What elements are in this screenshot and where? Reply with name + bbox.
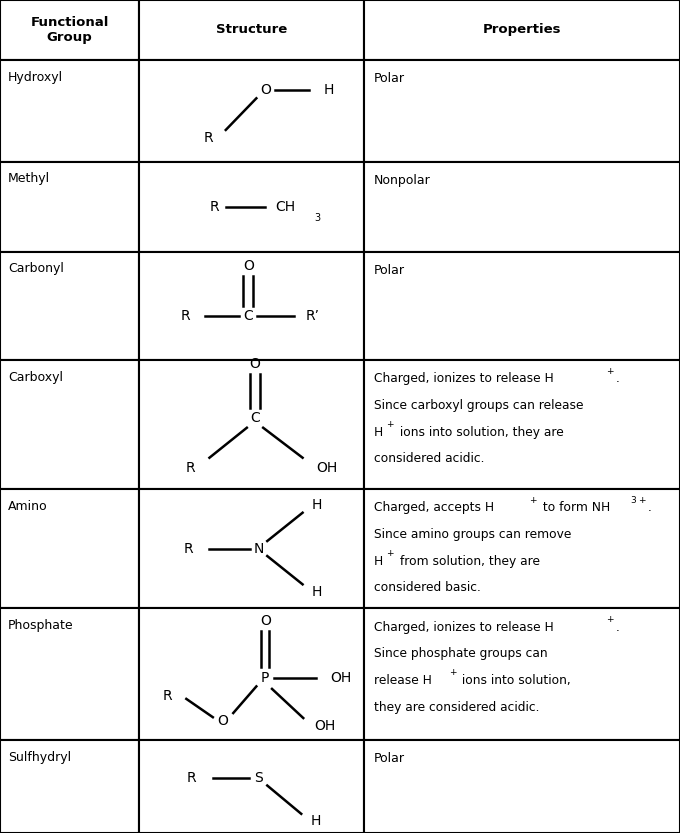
Text: Structure: Structure <box>216 23 287 37</box>
Bar <box>0 489 139 608</box>
Bar <box>139 60 364 162</box>
Text: Charged, ionizes to release H: Charged, ionizes to release H <box>374 372 554 386</box>
Bar <box>139 162 364 252</box>
Bar <box>139 608 364 740</box>
Text: Hydroxyl: Hydroxyl <box>8 71 63 84</box>
Text: they are considered acidic.: they are considered acidic. <box>374 701 539 714</box>
Text: C: C <box>250 411 260 425</box>
Bar <box>364 162 680 252</box>
Text: CH: CH <box>275 200 296 213</box>
Text: +: + <box>386 549 394 558</box>
Bar <box>0 608 139 740</box>
Text: Polar: Polar <box>374 264 405 277</box>
Text: considered acidic.: considered acidic. <box>374 452 484 466</box>
Bar <box>139 489 364 608</box>
Bar <box>364 0 680 60</box>
Text: R: R <box>187 771 197 785</box>
Text: R: R <box>186 461 195 475</box>
Text: H: H <box>311 585 322 599</box>
Bar <box>0 162 139 252</box>
Text: Polar: Polar <box>374 72 405 86</box>
Text: Amino: Amino <box>8 500 48 513</box>
Bar <box>0 60 139 162</box>
Text: O: O <box>250 357 260 371</box>
Text: OH: OH <box>330 671 352 685</box>
Text: H: H <box>311 498 322 512</box>
Bar <box>139 360 364 489</box>
Text: H: H <box>374 555 384 568</box>
Text: Since phosphate groups can: Since phosphate groups can <box>374 647 547 661</box>
Text: +: + <box>449 668 456 677</box>
Text: Charged, accepts H: Charged, accepts H <box>374 501 494 515</box>
Text: H: H <box>310 815 321 828</box>
Text: Since amino groups can remove: Since amino groups can remove <box>374 528 571 541</box>
Text: .: . <box>615 372 619 386</box>
Text: R’: R’ <box>306 309 320 322</box>
Bar <box>0 740 139 833</box>
Text: H: H <box>323 83 334 97</box>
Text: Nonpolar: Nonpolar <box>374 174 430 187</box>
Bar <box>139 740 364 833</box>
Text: R: R <box>180 309 190 322</box>
Text: Polar: Polar <box>374 752 405 766</box>
Text: release H: release H <box>374 674 432 687</box>
Text: .: . <box>615 621 619 634</box>
Text: +: + <box>529 496 537 505</box>
Text: S: S <box>254 771 262 785</box>
Text: +: + <box>606 615 613 624</box>
Bar <box>364 60 680 162</box>
Bar <box>364 740 680 833</box>
Text: 3: 3 <box>630 496 636 505</box>
Text: R: R <box>163 690 172 703</box>
Text: Properties: Properties <box>483 23 561 37</box>
Text: O: O <box>243 259 254 272</box>
Bar <box>0 252 139 360</box>
Bar <box>364 608 680 740</box>
Text: +: + <box>638 496 645 505</box>
Text: OH: OH <box>314 720 336 733</box>
Text: +: + <box>386 420 394 429</box>
Text: H: H <box>374 426 384 439</box>
Text: ions into solution,: ions into solution, <box>458 674 571 687</box>
Text: R: R <box>209 200 219 213</box>
Text: O: O <box>260 83 271 97</box>
Text: OH: OH <box>316 461 338 475</box>
Text: O: O <box>260 615 271 628</box>
Text: considered basic.: considered basic. <box>374 581 481 595</box>
Text: R: R <box>184 541 193 556</box>
Bar <box>364 489 680 608</box>
Text: Carboxyl: Carboxyl <box>8 371 63 384</box>
Text: Functional
Group: Functional Group <box>31 16 109 44</box>
Text: ions into solution, they are: ions into solution, they are <box>396 426 563 439</box>
Text: R: R <box>204 132 214 145</box>
Bar <box>364 252 680 360</box>
Text: Carbonyl: Carbonyl <box>8 262 64 276</box>
Text: Phosphate: Phosphate <box>8 619 74 632</box>
Text: Since carboxyl groups can release: Since carboxyl groups can release <box>374 399 583 412</box>
Text: C: C <box>243 309 253 322</box>
Text: O: O <box>218 715 228 728</box>
Text: Charged, ionizes to release H: Charged, ionizes to release H <box>374 621 554 634</box>
Text: Sulfhydryl: Sulfhydryl <box>8 751 71 764</box>
Bar <box>0 360 139 489</box>
Bar <box>364 360 680 489</box>
Bar <box>0 0 139 60</box>
Text: 3: 3 <box>314 213 321 223</box>
Text: N: N <box>253 541 264 556</box>
Text: +: + <box>606 367 613 376</box>
Text: .: . <box>648 501 651 515</box>
Bar <box>139 0 364 60</box>
Bar <box>139 252 364 360</box>
Text: to form NH: to form NH <box>539 501 610 515</box>
Text: P: P <box>261 671 269 685</box>
Text: from solution, they are: from solution, they are <box>396 555 540 568</box>
Text: Methyl: Methyl <box>8 172 50 186</box>
